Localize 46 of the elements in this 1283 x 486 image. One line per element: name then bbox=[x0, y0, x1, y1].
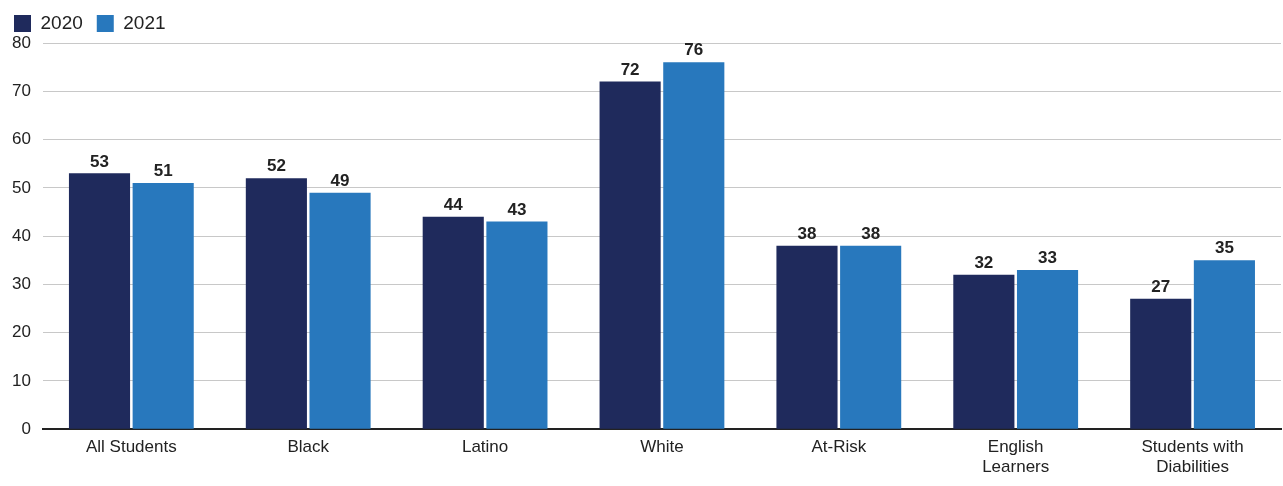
x-tick-label: White bbox=[640, 437, 684, 457]
data-label: 51 bbox=[153, 161, 173, 181]
x-tick-label: Students with Diabilities bbox=[1141, 437, 1244, 477]
y-tick-label: 50 bbox=[11, 177, 31, 197]
data-label: 33 bbox=[1038, 248, 1057, 268]
bar bbox=[486, 221, 548, 429]
data-label: 43 bbox=[507, 199, 527, 219]
data-label: 35 bbox=[1214, 238, 1234, 258]
bar bbox=[663, 62, 725, 429]
y-tick-label: 70 bbox=[11, 80, 31, 100]
data-label: 38 bbox=[861, 223, 881, 243]
data-label: 52 bbox=[266, 156, 286, 176]
data-label: 38 bbox=[797, 223, 817, 243]
y-tick-label: 60 bbox=[11, 129, 31, 149]
data-label: 44 bbox=[443, 194, 464, 214]
x-tick-label: English Learners bbox=[982, 437, 1050, 477]
bar bbox=[953, 274, 1015, 429]
y-tick-label: 10 bbox=[11, 370, 31, 390]
legend-label: 2020 bbox=[40, 11, 83, 33]
x-tick-label: All Students bbox=[85, 437, 177, 457]
x-tick-label: Latino bbox=[461, 437, 509, 457]
bar bbox=[599, 81, 661, 429]
bar bbox=[68, 173, 131, 429]
y-tick-label: 20 bbox=[11, 322, 31, 342]
y-tick-label: 40 bbox=[11, 225, 31, 245]
bar bbox=[309, 192, 371, 429]
bar bbox=[245, 178, 307, 429]
data-label: 76 bbox=[684, 40, 704, 60]
bar bbox=[1193, 260, 1255, 429]
data-label: 72 bbox=[620, 59, 640, 79]
bar bbox=[1016, 269, 1079, 429]
x-tick-label: Black bbox=[287, 437, 330, 457]
data-label: 32 bbox=[974, 252, 994, 272]
bar bbox=[1130, 298, 1192, 429]
y-tick-label: 30 bbox=[11, 274, 31, 294]
x-tick-label: At-Risk bbox=[811, 437, 867, 457]
data-label: 27 bbox=[1151, 277, 1171, 297]
bar bbox=[422, 216, 484, 429]
y-tick-label: 80 bbox=[11, 32, 31, 52]
bar bbox=[132, 183, 194, 429]
legend-label: 2021 bbox=[123, 11, 166, 33]
y-tick-label: 0 bbox=[21, 418, 31, 438]
data-label: 49 bbox=[330, 170, 350, 190]
data-label: 53 bbox=[90, 151, 109, 171]
bar bbox=[776, 245, 838, 429]
bar bbox=[840, 245, 902, 429]
